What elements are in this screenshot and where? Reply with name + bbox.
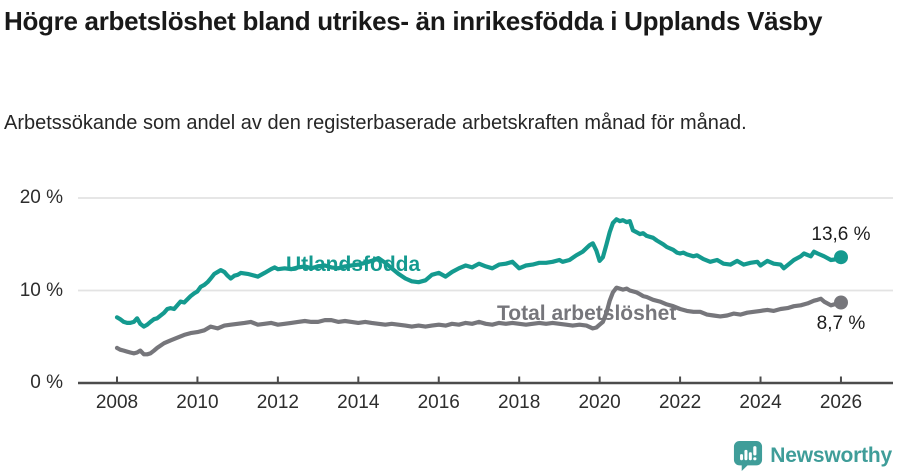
series-end-label-0: 13,6 % — [811, 224, 871, 246]
page-subtitle: Arbetssökande som andel av den registerb… — [4, 112, 747, 134]
newsworthy-speech-bubble-bar-chart-icon — [734, 440, 763, 471]
brand-name: Newsworthy — [770, 443, 892, 467]
x-tick-label-2022: 2022 — [658, 392, 702, 413]
series-name-label-1: Total arbetslöshet — [497, 302, 677, 325]
x-tick-label-2014: 2014 — [337, 392, 380, 413]
x-tick-label-2016: 2016 — [417, 392, 460, 413]
x-ticks — [116, 376, 842, 383]
newsworthy-logo[interactable]: Newsworthy — [733, 440, 892, 471]
series-name-label-0: Utlandsfödda — [286, 253, 421, 276]
x-tick-label-2008: 2008 — [95, 392, 139, 413]
series-end-dot-0 — [834, 250, 848, 265]
y-tick-label-10: 10 % — [19, 279, 63, 301]
x-tick-label-2026: 2026 — [819, 392, 863, 413]
page-title: Högre arbetslöshet bland utrikes- än inr… — [4, 6, 823, 36]
x-tick-label-2018: 2018 — [498, 392, 541, 413]
series-line-1 — [114, 285, 844, 357]
y-tick-label-0: 0 % — [30, 372, 63, 393]
series-end-label-1: 8,7 % — [816, 312, 866, 334]
series-line-0 — [114, 217, 844, 329]
x-tick-label-2010: 2010 — [176, 392, 219, 413]
gridlines — [78, 197, 893, 292]
x-tick-label-2012: 2012 — [256, 392, 300, 413]
series-end-dot-1 — [834, 295, 848, 310]
x-tick-label-2024: 2024 — [739, 392, 782, 413]
y-tick-label-20: 20 % — [19, 187, 63, 208]
x-tick-label-2020: 2020 — [578, 392, 621, 413]
